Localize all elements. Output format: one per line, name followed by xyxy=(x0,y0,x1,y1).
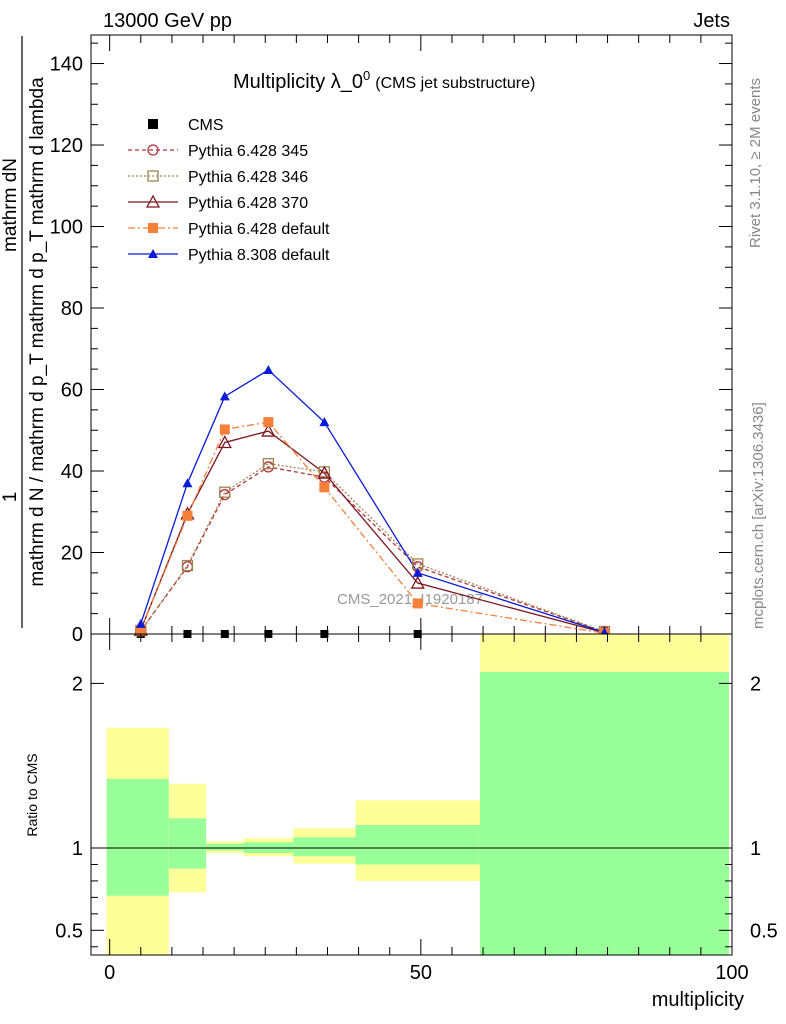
legend-label: Pythia 6.428 370 xyxy=(188,195,308,212)
ratio-band-green-1 xyxy=(168,818,207,869)
data-point-marker xyxy=(182,510,193,521)
data-point-marker xyxy=(135,618,146,628)
legend-label: Pythia 8.308 default xyxy=(188,247,330,264)
ratio-y-tick-label-right: 1 xyxy=(750,838,761,860)
y-tick-label: 20 xyxy=(61,543,83,565)
data-point-marker xyxy=(261,423,276,437)
legend-label: CMS xyxy=(188,117,224,134)
data-point-marker xyxy=(263,364,274,374)
legend-entry-4: Pythia 6.428 default xyxy=(128,221,330,238)
data-point-marker xyxy=(219,424,230,435)
legend-label: Pythia 6.428 345 xyxy=(188,143,308,160)
data-point-marker xyxy=(217,435,232,449)
y-label-denominator: mathrm d N / mathrm d p_T mathrm d p_T m… xyxy=(27,77,48,587)
ratio-y-tick-label: 0.5 xyxy=(55,920,83,942)
plot-title-main: Multiplicity λ_0 xyxy=(233,71,363,93)
y-tick-label: 120 xyxy=(50,135,83,157)
x-tick-label: 50 xyxy=(410,962,432,984)
ratio-band-green-0 xyxy=(106,778,169,896)
plot-title-superscript: 0 xyxy=(363,68,370,83)
data-point-marker xyxy=(135,624,146,635)
legend-entry-5: Pythia 8.308 default xyxy=(128,247,330,264)
data-point-marker xyxy=(319,417,330,427)
legend-entry-3: Pythia 6.428 370 xyxy=(128,194,308,212)
data-point-marker xyxy=(148,119,158,129)
ratio-y-axis: 0.5 0.5 1 1 2 2 xyxy=(55,673,778,948)
data-point-marker xyxy=(148,249,158,258)
ratio-y-tick-label-right: 0.5 xyxy=(750,920,778,942)
y-label-numerator: mathrm dN xyxy=(0,158,21,252)
ratio-y-tick-label: 2 xyxy=(72,673,83,695)
x-tick-label: 100 xyxy=(715,962,748,984)
rivet-version-label: Rivet 3.1.10, ≥ 2M events xyxy=(747,78,764,248)
ratio-x-axis: 0 50 100 xyxy=(104,634,749,984)
ratio-band-green-6 xyxy=(479,671,729,955)
data-point-marker xyxy=(145,194,161,208)
legend-label: Pythia 6.428 346 xyxy=(188,169,308,186)
legend: CMS Pythia 6.428 345 Pythia 6.428 346 Pythi… xyxy=(128,117,330,264)
y-tick-label: 60 xyxy=(61,380,83,402)
data-point-marker xyxy=(219,391,230,401)
plot-title: Multiplicity λ_00 (CMS jet substructure) xyxy=(233,68,535,93)
mcplots-reference-label: mcplots.cern.ch [arXiv:1306.3436] xyxy=(750,402,767,629)
plot-subtitle: (CMS jet substructure) xyxy=(375,75,535,92)
data-point-marker xyxy=(410,575,425,589)
main-y-axis-label: 1 mathrm dN mathrm d N / mathrm d p_T ma… xyxy=(0,36,48,628)
y-tick-label: 40 xyxy=(61,461,83,483)
series-line-2 xyxy=(140,462,605,633)
legend-entry-2: Pythia 6.428 346 xyxy=(128,169,308,186)
x-tick-label: 0 xyxy=(104,962,115,984)
ratio-band-green-4 xyxy=(293,837,356,857)
main-plot-area: 0 20 40 60 80 100 120 140 CMS_2021_I1920187 Mul… xyxy=(50,34,733,646)
ratio-y-tick-label-right: 2 xyxy=(750,673,761,695)
y-label-prefix: 1 xyxy=(0,492,21,503)
analysis-watermark: CMS_2021_I1920187 xyxy=(337,591,483,608)
data-point-marker xyxy=(317,465,332,479)
y-tick-label: 140 xyxy=(50,54,83,76)
header-energy-label: 13000 GeV pp xyxy=(103,10,232,32)
legend-label: Pythia 6.428 default xyxy=(188,221,330,238)
ratio-uncertainty-bands xyxy=(106,634,729,955)
data-point-marker xyxy=(219,486,231,498)
main-y-axis: 0 20 40 60 80 100 120 140 xyxy=(50,42,732,646)
ratio-plot-area: 0.5 0.5 1 1 2 2 0 50 100 Ratio to CMS multiplic… xyxy=(24,633,778,1011)
data-point-marker xyxy=(412,567,423,577)
ratio-y-tick-label: 1 xyxy=(72,838,83,860)
data-point-marker xyxy=(181,559,194,572)
ratio-y-label: Ratio to CMS xyxy=(24,753,40,836)
main-x-axis-ticks xyxy=(109,35,733,634)
x-axis-label: multiplicity xyxy=(652,989,744,1011)
data-point-marker xyxy=(182,478,193,488)
legend-entry-1: Pythia 6.428 345 xyxy=(128,143,308,160)
y-tick-label: 0 xyxy=(72,624,83,646)
series-line-1 xyxy=(140,466,605,633)
ratio-band-green-5 xyxy=(355,824,480,865)
data-point-marker xyxy=(219,488,231,501)
data-point-marker xyxy=(412,598,423,609)
y-tick-label: 100 xyxy=(50,217,83,239)
legend-entry-0: CMS xyxy=(148,117,224,134)
data-point-marker xyxy=(262,458,275,470)
data-point-marker xyxy=(147,144,159,156)
data-point-marker xyxy=(147,170,159,182)
data-point-marker xyxy=(148,223,158,233)
ratio-band-green-2 xyxy=(206,843,244,851)
data-point-marker xyxy=(319,482,330,493)
header-process-label: Jets xyxy=(693,10,730,32)
data-point-marker xyxy=(263,417,274,428)
y-tick-label: 80 xyxy=(61,298,83,320)
ratio-plot-frame xyxy=(90,633,733,956)
